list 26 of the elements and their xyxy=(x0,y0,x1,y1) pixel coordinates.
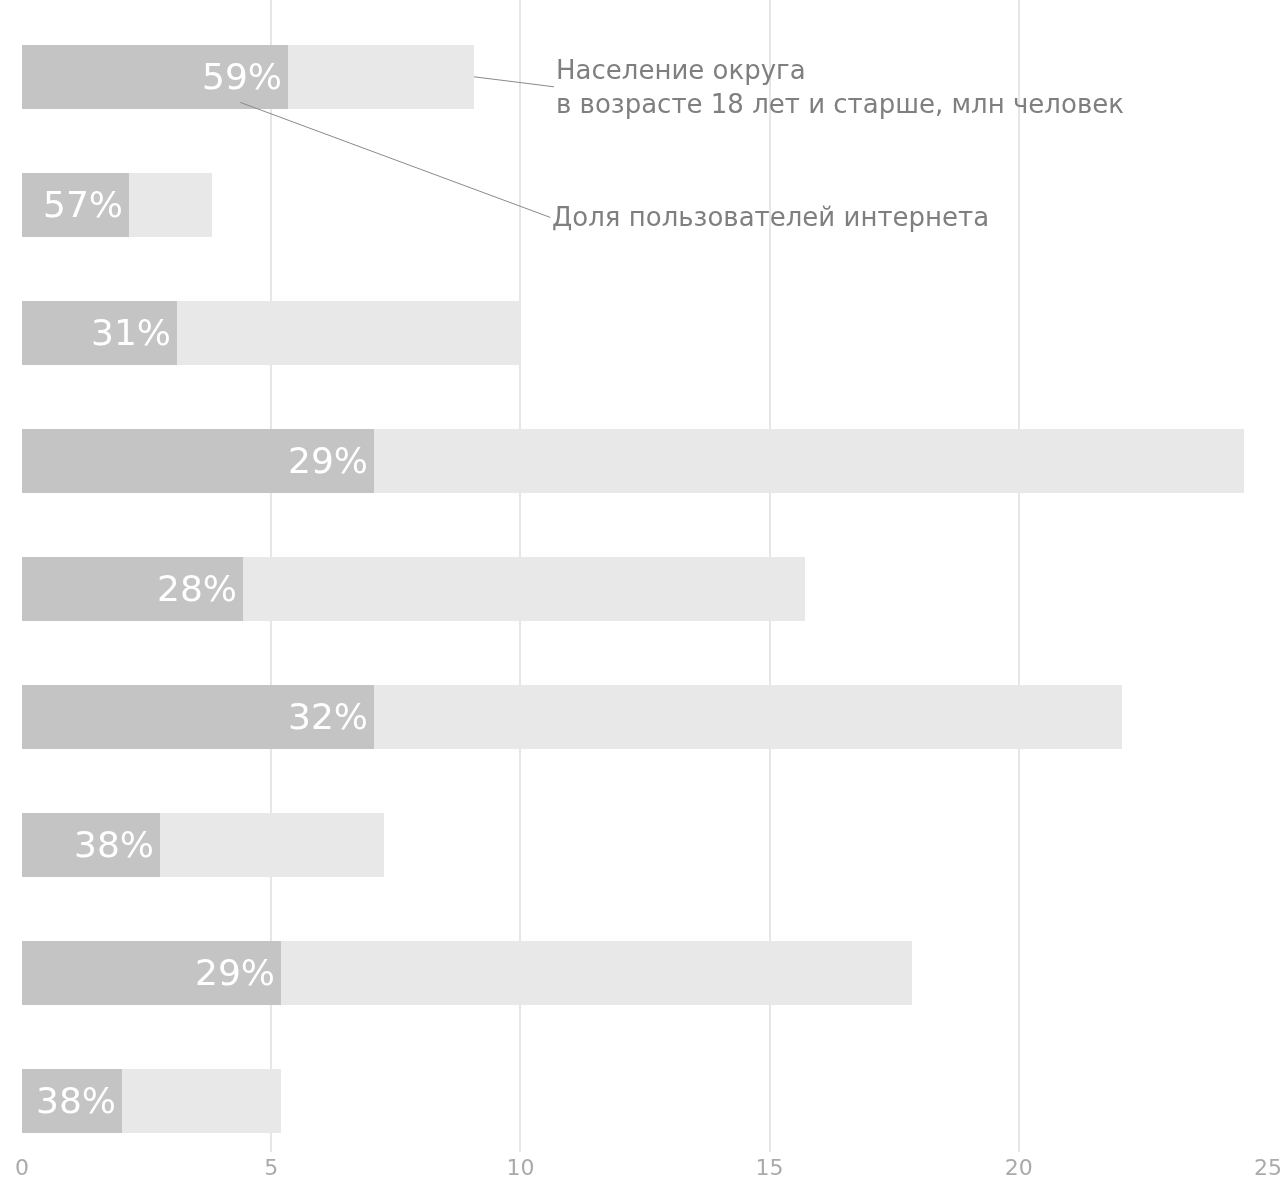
annotation: 59% xyxy=(202,56,283,97)
x-tick-label: 5 xyxy=(264,1155,279,1180)
bar xyxy=(129,172,212,237)
text: Население округа в возрасте 18 лет и старше, млн человек xyxy=(556,55,1124,119)
x-tick-label: 10 xyxy=(506,1155,535,1180)
bar xyxy=(22,428,374,493)
bar xyxy=(22,812,161,877)
bar xyxy=(22,684,374,749)
bar xyxy=(22,940,282,1005)
bar xyxy=(22,300,177,365)
annotation: 29% xyxy=(195,952,276,993)
annotation: 38% xyxy=(36,1080,117,1121)
annotation: 29% xyxy=(288,440,369,481)
annotation: 31% xyxy=(91,312,172,353)
bar xyxy=(22,556,243,621)
annotation: 38% xyxy=(74,824,155,865)
x-tick-label: 15 xyxy=(755,1155,784,1180)
bar xyxy=(288,44,475,109)
annotation: 28% xyxy=(157,568,238,609)
bar xyxy=(22,44,289,109)
x-tick-label: 0 xyxy=(15,1155,29,1180)
x-tick-label: 25 xyxy=(1254,1155,1282,1180)
text: Доля пользователей интернета xyxy=(552,202,990,232)
annotation: 32% xyxy=(288,696,369,737)
x-tick-label: 20 xyxy=(1004,1155,1033,1180)
annotation: 57% xyxy=(43,184,124,225)
